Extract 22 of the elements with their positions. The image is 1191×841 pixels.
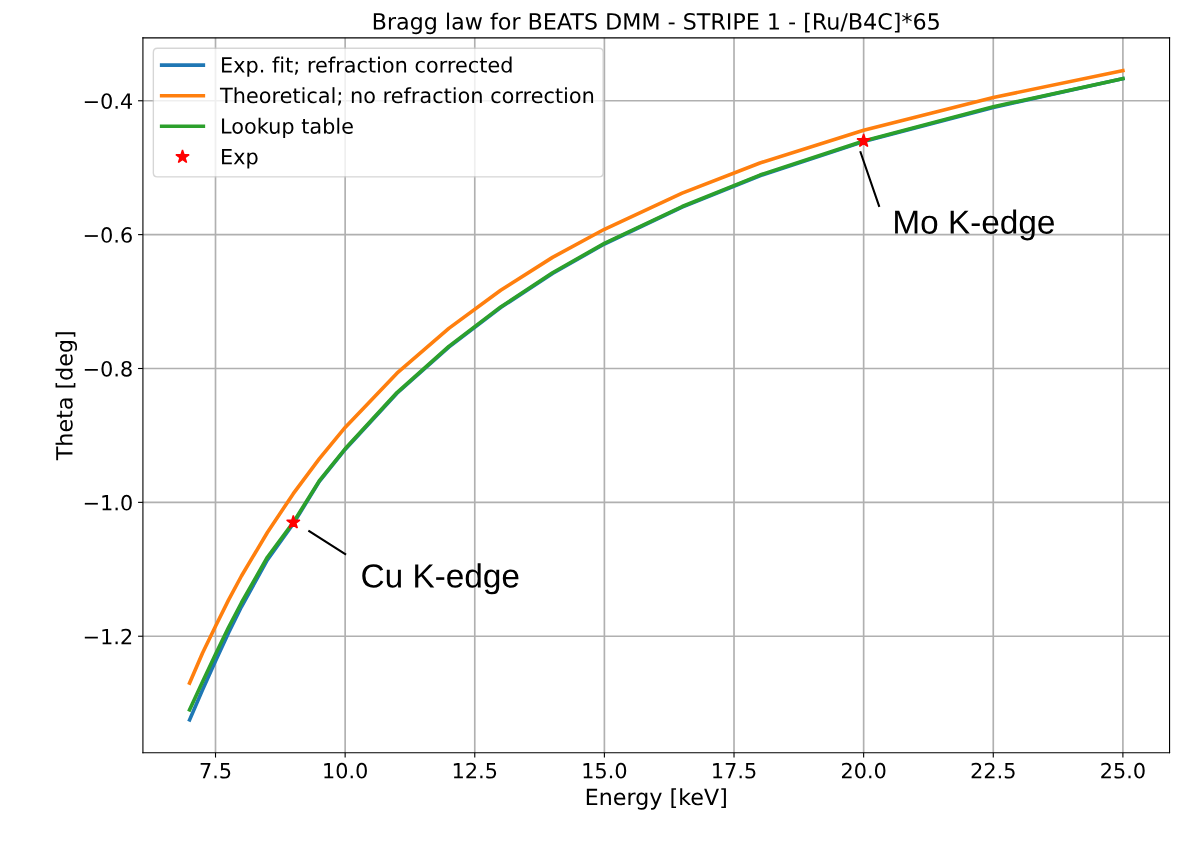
- legend-label: Theoretical; no refraction correction: [219, 87, 594, 106]
- y-tick-label: −1.2: [84, 628, 132, 645]
- x-axis-title: Energy [keV]: [586, 788, 726, 810]
- y-tick-label: −0.8: [84, 360, 132, 377]
- x-tick-label: 7.5: [200, 763, 231, 779]
- annotation: Cu K-edge: [362, 563, 519, 595]
- x-tick-label: 12.5: [453, 762, 497, 779]
- y-axis-title: Theta [deg]: [55, 332, 78, 461]
- x-tick-label: 15.0: [583, 762, 627, 779]
- y-tick-label: −0.4: [84, 93, 133, 109]
- annotation: Mo K-edge: [895, 209, 1054, 241]
- x-tick-label: 22.5: [971, 762, 1015, 779]
- x-tick-label: 25.0: [1101, 762, 1145, 779]
- chart-title: Bragg law for BEATS DMM - STRIPE 1 - [Ru/B4C]*65: [373, 12, 939, 35]
- y-tick-label: −1.0: [84, 494, 132, 511]
- x-tick-label: 17.5: [713, 763, 756, 779]
- x-tick-label: 10.0: [324, 762, 367, 779]
- legend-label: Exp. fit; refraction corrected: [222, 56, 512, 77]
- y-tick-label: −0.6: [84, 227, 132, 243]
- legend-label: Exp: [222, 148, 258, 169]
- legend-label: Lookup table: [222, 117, 353, 138]
- x-tick-label: 20.0: [841, 762, 886, 779]
